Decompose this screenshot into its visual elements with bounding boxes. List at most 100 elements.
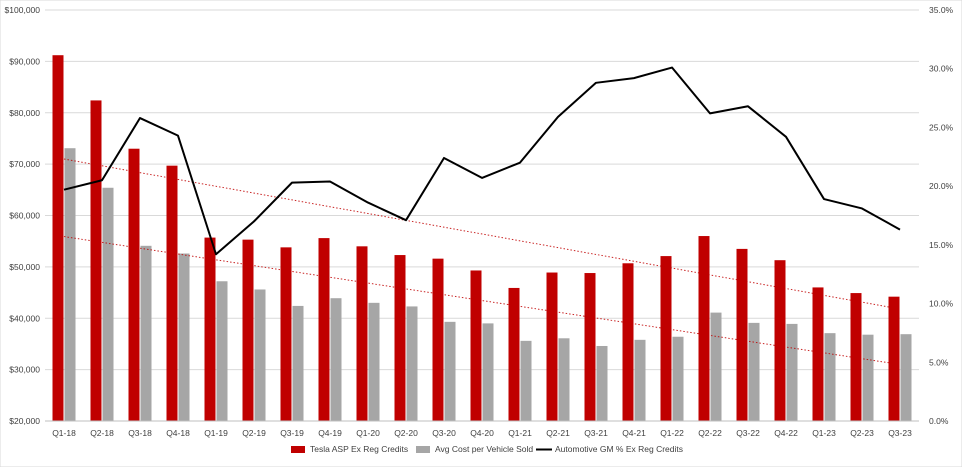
bar-asp bbox=[622, 263, 634, 421]
legend: Tesla ASP Ex Reg Credits Avg Cost per Veh… bbox=[291, 444, 683, 454]
bar-asp bbox=[774, 260, 786, 421]
bar-asp bbox=[584, 273, 596, 421]
bar-cost bbox=[216, 281, 228, 421]
y-right-tick-label: 25.0% bbox=[929, 122, 954, 132]
legend-swatch-cost bbox=[416, 446, 430, 453]
bar-cost bbox=[330, 298, 342, 421]
x-tick-label: Q1-21 bbox=[508, 428, 532, 438]
x-tick-label: Q3-21 bbox=[584, 428, 608, 438]
bar-cost bbox=[748, 322, 760, 421]
x-tick-label: Q4-18 bbox=[166, 428, 190, 438]
x-tick-label: Q2-20 bbox=[394, 428, 418, 438]
bar-asp bbox=[90, 100, 102, 422]
bar-asp bbox=[432, 258, 444, 421]
bar-cost bbox=[140, 245, 152, 421]
x-tick-label: Q4-22 bbox=[774, 428, 798, 438]
y-left-tick-label: $20,000 bbox=[9, 416, 40, 426]
bar-cost bbox=[900, 334, 912, 421]
bar-cost bbox=[862, 334, 874, 421]
bar-cost bbox=[672, 336, 684, 421]
legend-label: Avg Cost per Vehicle Sold bbox=[435, 444, 533, 454]
bar-asp bbox=[888, 296, 900, 421]
trendline-cost bbox=[63, 236, 901, 365]
bar-asp bbox=[736, 248, 748, 421]
y-right-tick-label: 0.0% bbox=[929, 416, 949, 426]
y-left-tick-label: $50,000 bbox=[9, 262, 40, 272]
bar-cost bbox=[254, 289, 266, 421]
x-tick-label: Q1-23 bbox=[812, 428, 836, 438]
x-tick-label: Q3-19 bbox=[280, 428, 304, 438]
right-axis-ticks: 0.0% 5.0% 10.0% 15.0% 20.0% 25.0% 30.0% 35.0% bbox=[929, 5, 954, 426]
line-layer bbox=[63, 66, 901, 256]
line-gm-pct bbox=[63, 66, 901, 256]
x-tick-label: Q1-18 bbox=[52, 428, 76, 438]
bar-asp bbox=[394, 255, 406, 421]
y-left-tick-label: $40,000 bbox=[9, 313, 40, 323]
x-tick-label: Q4-20 bbox=[470, 428, 494, 438]
bar-cost bbox=[292, 305, 304, 421]
y-left-tick-label: $30,000 bbox=[9, 365, 40, 375]
bar-cost bbox=[520, 340, 532, 421]
bar-asp bbox=[850, 293, 862, 421]
trendline-asp bbox=[63, 158, 901, 310]
x-tick-label: Q4-19 bbox=[318, 428, 342, 438]
x-tick-label: Q2-22 bbox=[698, 428, 722, 438]
x-tick-label: Q2-19 bbox=[242, 428, 266, 438]
bar-asp bbox=[128, 148, 140, 421]
x-tick-label: Q3-22 bbox=[736, 428, 760, 438]
legend-label: Tesla ASP Ex Reg Credits bbox=[310, 444, 408, 454]
y-right-tick-label: 5.0% bbox=[929, 357, 949, 367]
y-left-tick-label: $90,000 bbox=[9, 56, 40, 66]
x-tick-label: Q3-23 bbox=[888, 428, 912, 438]
bar-asp bbox=[508, 287, 520, 421]
bar-cost bbox=[634, 339, 646, 421]
bar-cost bbox=[406, 306, 418, 421]
bar-cost bbox=[482, 323, 494, 421]
bar-cost bbox=[710, 312, 722, 421]
x-tick-label: Q1-20 bbox=[356, 428, 380, 438]
x-tick-label: Q3-18 bbox=[128, 428, 152, 438]
bar-cost bbox=[368, 302, 380, 421]
bar-cost bbox=[596, 345, 608, 421]
bar-asp bbox=[812, 287, 824, 421]
bar-cost bbox=[444, 321, 456, 421]
bar-asp bbox=[318, 238, 330, 421]
bar-asp bbox=[280, 247, 292, 421]
legend-label: Automotive GM % Ex Reg Credits bbox=[555, 444, 683, 454]
bars-layer bbox=[52, 55, 912, 422]
bar-cost bbox=[786, 323, 798, 421]
y-left-tick-label: $80,000 bbox=[9, 108, 40, 118]
bar-asp bbox=[242, 239, 254, 421]
trendlines-layer bbox=[63, 158, 901, 365]
bar-asp bbox=[660, 256, 672, 421]
bar-asp bbox=[356, 246, 368, 421]
bar-cost bbox=[824, 333, 836, 421]
bar-cost bbox=[102, 187, 114, 421]
y-left-tick-label: $70,000 bbox=[9, 159, 40, 169]
y-right-tick-label: 30.0% bbox=[929, 64, 954, 74]
bar-asp bbox=[166, 165, 178, 421]
y-right-tick-label: 35.0% bbox=[929, 5, 954, 15]
legend-swatch-asp bbox=[291, 446, 305, 453]
left-axis-ticks: $20,000 $30,000 $40,000 $50,000 $60,000 $70,0… bbox=[5, 5, 41, 426]
x-tick-label: Q4-21 bbox=[622, 428, 646, 438]
bar-cost bbox=[64, 148, 76, 422]
bar-cost bbox=[558, 338, 570, 421]
y-right-tick-label: 15.0% bbox=[929, 240, 954, 250]
x-tick-label: Q2-18 bbox=[90, 428, 114, 438]
bar-asp bbox=[52, 55, 64, 422]
x-axis-ticks: Q1-18 Q2-18 Q3-18 Q4-18 Q1-19 Q2-19 Q3-19 Q4-19… bbox=[45, 420, 919, 438]
x-tick-label: Q1-19 bbox=[204, 428, 228, 438]
x-tick-label: Q2-21 bbox=[546, 428, 570, 438]
x-tick-label: Q3-20 bbox=[432, 428, 456, 438]
y-right-tick-label: 20.0% bbox=[929, 181, 954, 191]
y-right-tick-label: 10.0% bbox=[929, 299, 954, 309]
bar-asp bbox=[204, 237, 216, 421]
x-tick-label: Q1-22 bbox=[660, 428, 684, 438]
x-tick-label: Q2-23 bbox=[850, 428, 874, 438]
bar-asp bbox=[546, 272, 558, 421]
bar-asp bbox=[698, 236, 710, 421]
bar-cost bbox=[178, 253, 190, 421]
